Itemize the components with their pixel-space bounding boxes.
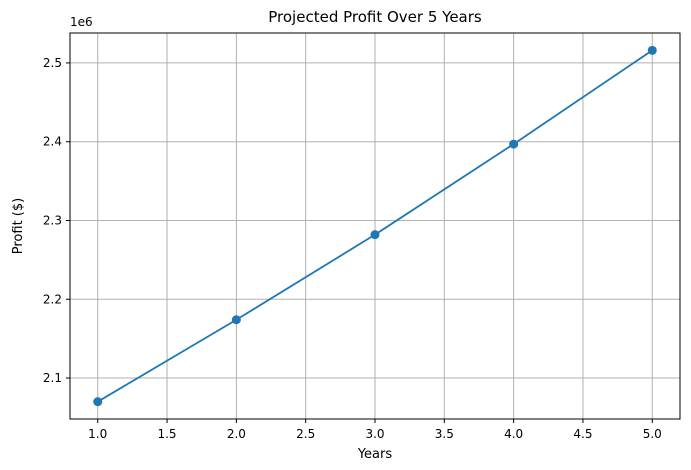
data-point-marker (93, 397, 103, 407)
x-tick-label: 2.0 (227, 427, 246, 441)
y-tick-label: 2.5 (43, 56, 62, 70)
grid-lines (70, 33, 680, 419)
y-tick-label: 2.3 (43, 213, 62, 227)
y-axis-offset-label: 1e6 (70, 15, 93, 29)
x-tick-label: 1.0 (88, 427, 107, 441)
x-tick-label: 4.0 (504, 427, 523, 441)
data-point-marker (231, 315, 241, 325)
x-tick-label: 5.0 (643, 427, 662, 441)
y-tick-label: 2.4 (43, 135, 62, 149)
x-axis-ticks: 1.0 1.5 2.0 2.5 3.0 3.5 4.0 4.5 5.0 (88, 419, 662, 441)
series-layer (93, 45, 657, 407)
x-tick-label: 2.5 (296, 427, 315, 441)
x-tick-label: 1.5 (157, 427, 176, 441)
y-tick-label: 2.1 (43, 371, 62, 385)
x-tick-label: 3.5 (435, 427, 454, 441)
y-tick-label: 2.2 (43, 292, 62, 306)
data-point-marker (370, 230, 380, 240)
y-axis-ticks: 2.1 2.2 2.3 2.4 2.5 (43, 56, 70, 385)
data-point-marker (647, 45, 657, 55)
chart-title: Projected Profit Over 5 Years (268, 8, 482, 26)
x-axis-label: Years (357, 447, 393, 462)
x-tick-label: 4.5 (573, 427, 592, 441)
data-point-marker (509, 139, 519, 149)
x-tick-label: 3.0 (365, 427, 384, 441)
y-axis-label: Profit ($) (11, 198, 26, 254)
